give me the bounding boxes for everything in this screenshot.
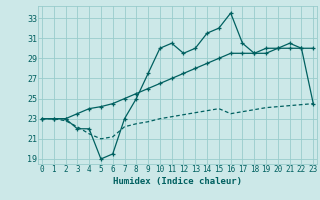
X-axis label: Humidex (Indice chaleur): Humidex (Indice chaleur) — [113, 177, 242, 186]
